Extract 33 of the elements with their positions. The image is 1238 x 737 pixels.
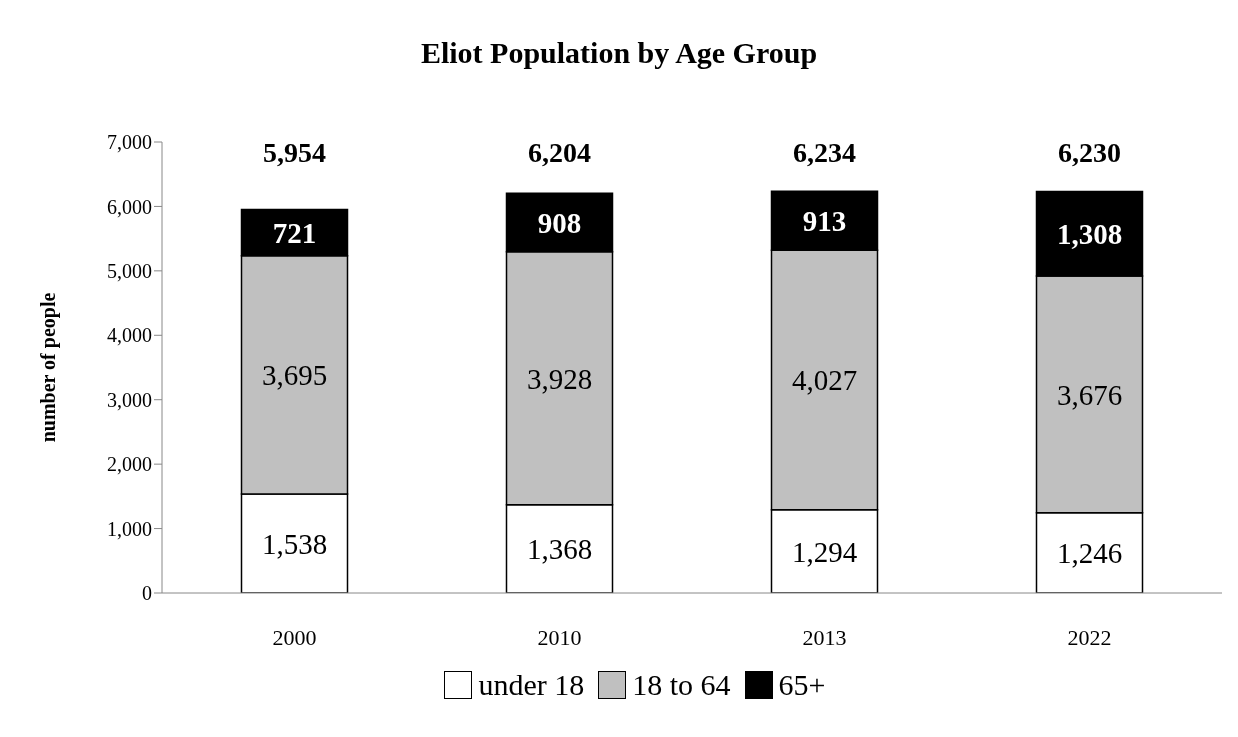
legend-label: under 18: [478, 668, 585, 702]
y-tick-label: 4,000: [107, 324, 152, 347]
data-label: 1,368: [526, 533, 593, 566]
data-label: 3,695: [261, 359, 328, 392]
y-tick-label: 7,000: [107, 131, 152, 154]
data-label: 908: [537, 206, 582, 239]
data-label: 3,676: [1056, 378, 1123, 411]
data-label: 3,928: [526, 362, 593, 395]
y-tick-label: 6,000: [107, 195, 152, 218]
x-tick-label: 2022: [1067, 624, 1112, 650]
chart-title: Eliot Population by Age Group: [419, 36, 819, 70]
data-label: 1,294: [791, 535, 858, 568]
data-label: 913: [802, 205, 847, 238]
y-axis-title: number of people: [37, 292, 61, 443]
y-tick-label: 2,000: [107, 453, 152, 476]
total-label: 5,954: [263, 136, 326, 168]
total-label: 6,230: [1058, 136, 1121, 168]
legend-label: 65+: [778, 668, 826, 702]
y-tick-label: 0: [142, 582, 152, 605]
total-label: 6,234: [793, 136, 856, 168]
data-label: 4,027: [791, 364, 858, 397]
legend-label: 18 to 64: [632, 668, 731, 702]
data-label: 1,246: [1056, 537, 1123, 570]
x-tick-label: 2010: [537, 624, 582, 650]
y-tick-label: 1,000: [107, 517, 152, 540]
data-label: 1,308: [1056, 218, 1123, 251]
total-label: 6,204: [528, 136, 591, 168]
x-tick-label: 2013: [802, 624, 847, 650]
y-tick-label: 3,000: [107, 388, 152, 411]
x-tick-label: 2000: [272, 624, 317, 650]
data-label: 1,538: [261, 527, 328, 560]
y-tick-label: 5,000: [107, 259, 152, 282]
data-label: 721: [272, 216, 317, 249]
